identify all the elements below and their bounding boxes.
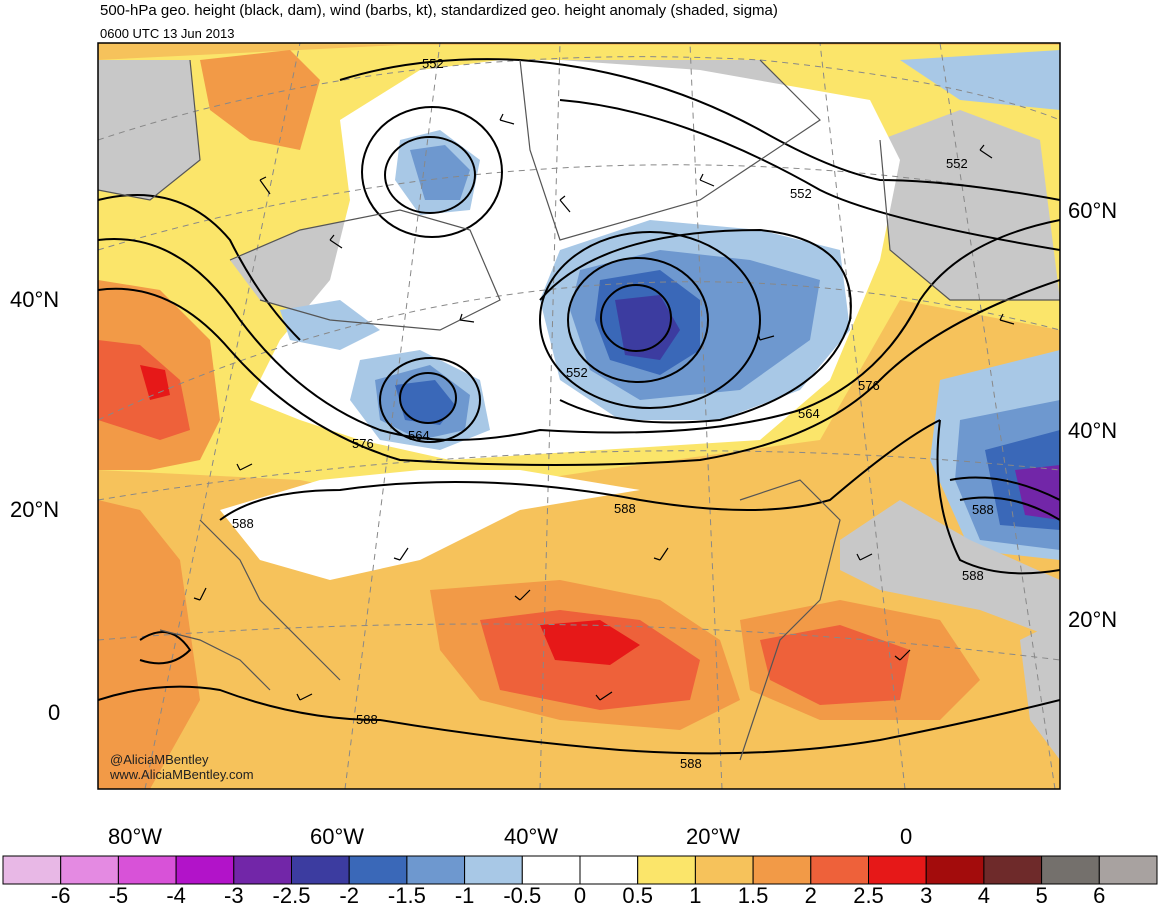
lat-label-left: 40°N [10, 287, 60, 312]
colorbar-tick-label: 6 [1093, 883, 1106, 908]
contour-label: 564 [408, 428, 430, 443]
map-subtitle: 0600 UTC 13 Jun 2013 [100, 26, 235, 41]
wind-barbs [193, 113, 1015, 701]
contour-label: 576 [352, 436, 374, 451]
contour-label: 588 [962, 568, 984, 583]
contour-label: 576 [858, 378, 880, 393]
contour-label: 552 [790, 186, 812, 201]
graticule [98, 43, 1060, 789]
contour-label: 588 [356, 712, 378, 727]
contour-label: 552 [946, 156, 968, 171]
lon-label: 80°W [108, 824, 163, 849]
lon-label: 40°W [504, 824, 559, 849]
contour-label: 588 [972, 502, 994, 517]
credit-handle: @AliciaMBentley [110, 752, 209, 767]
credit-url[interactable]: www.AliciaMBentley.com [110, 767, 254, 782]
colorbar-tick-label: 2.5 [853, 883, 884, 908]
colorbar-tick-label: -4 [166, 883, 186, 908]
colorbar-tick-label: 5 [1035, 883, 1048, 908]
map-title: 500-hPa geo. height (black, dam), wind (… [100, 2, 778, 19]
colorbar-tick-label: 4 [977, 883, 991, 908]
lon-label: 0 [900, 824, 913, 849]
map-frame [97, 42, 1061, 790]
colorbar-tick-label: 2 [804, 883, 817, 908]
colorbar-tick-label: 0 [573, 883, 587, 908]
colorbar-tick-label: -6 [50, 883, 71, 908]
lat-label-right: 20°N [1068, 607, 1118, 632]
contour-label: 552 [566, 365, 588, 380]
lat-label-right: 60°N [1068, 198, 1118, 223]
map-shading [98, 43, 1060, 789]
colorbar-tick-label: -5 [108, 883, 129, 908]
coastlines [98, 59, 1060, 761]
lon-label: 60°W [310, 824, 365, 849]
colorbar-tick-label: -1.5 [387, 883, 426, 908]
contour-label: 588 [232, 516, 254, 531]
contour-label: 564 [798, 406, 820, 421]
contour-label-588-south: 588 [680, 756, 702, 771]
lon-label: 20°W [686, 824, 741, 849]
colorbar-tick-label: 3 [920, 883, 933, 908]
colorbar-tick-label: 1.5 [737, 883, 769, 908]
lat-label-right: 40°N [1068, 418, 1118, 443]
colorbar-tick-label: -2.5 [272, 883, 311, 908]
lat-label-left: 20°N [10, 497, 60, 522]
colorbar-tick-label: 1 [689, 883, 702, 908]
colorbar-tick-label: -2 [339, 883, 359, 908]
lat-label-left: 0 [48, 700, 61, 725]
contour-label-group: 552 552 552 552 564 564 576 576 588 588 … [232, 56, 994, 727]
height-contours [98, 58, 1060, 755]
contour-label: 552 [422, 56, 444, 71]
colorbar-tick-label: -3 [224, 883, 244, 908]
contour-label: 588 [614, 501, 636, 516]
colorbar-tick-label: -1 [454, 883, 475, 908]
colorbar-tick-label: 0.5 [622, 883, 653, 908]
colorbar-tick-label: -0.5 [503, 883, 542, 908]
